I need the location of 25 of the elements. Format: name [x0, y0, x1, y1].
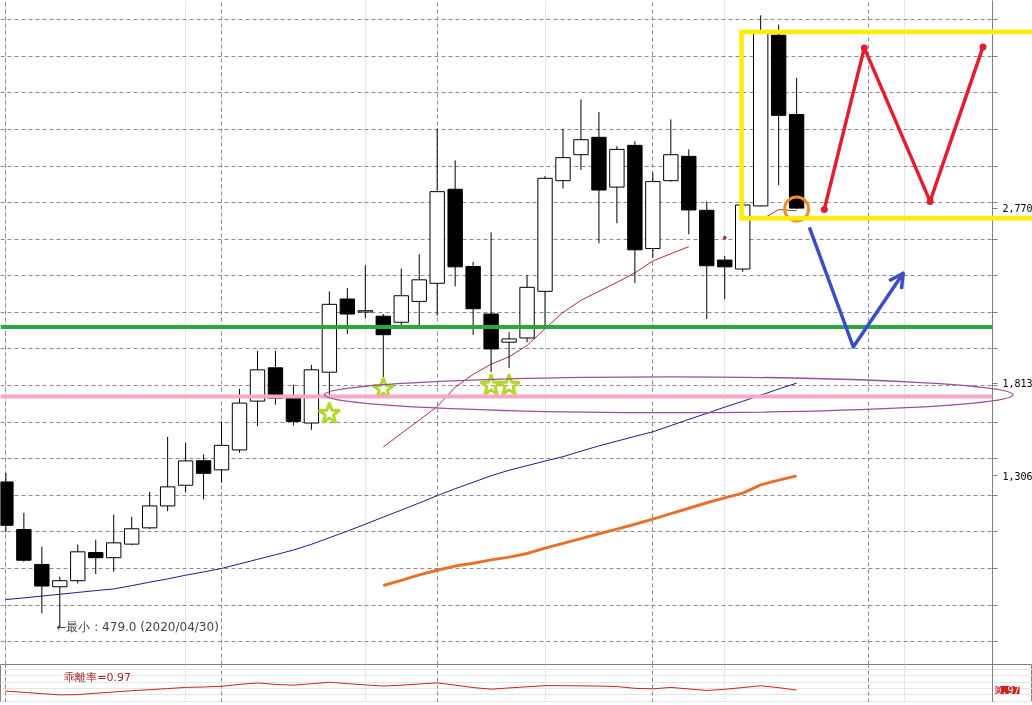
y-tick-label: 1,813 [1002, 378, 1032, 390]
candlestick [717, 255, 733, 300]
candlestick [573, 98, 589, 171]
candlestick [34, 546, 50, 614]
candlestick [141, 491, 158, 530]
line-series [5, 382, 798, 601]
candlestick [159, 436, 176, 512]
candlestick [106, 514, 122, 573]
y-tick-label: 1,306 [1002, 470, 1032, 482]
line-series [381, 474, 799, 587]
point [317, 401, 342, 425]
candlestick [195, 453, 212, 500]
candlestick [124, 516, 140, 546]
candlestick [357, 264, 373, 319]
candlestick [501, 331, 517, 369]
candlestick [555, 128, 571, 190]
point [497, 373, 522, 396]
chart-title: 乖離率=0.97 [64, 671, 132, 684]
annotation: ←最小 : 479.0 (2020/04/30) [56, 619, 219, 634]
text: 0.97 [995, 685, 1020, 697]
candlestick [411, 253, 427, 327]
candlestick [88, 539, 104, 575]
point [722, 235, 727, 240]
candlestick [339, 287, 356, 335]
y-tick-label: 2,770 [1002, 203, 1032, 215]
